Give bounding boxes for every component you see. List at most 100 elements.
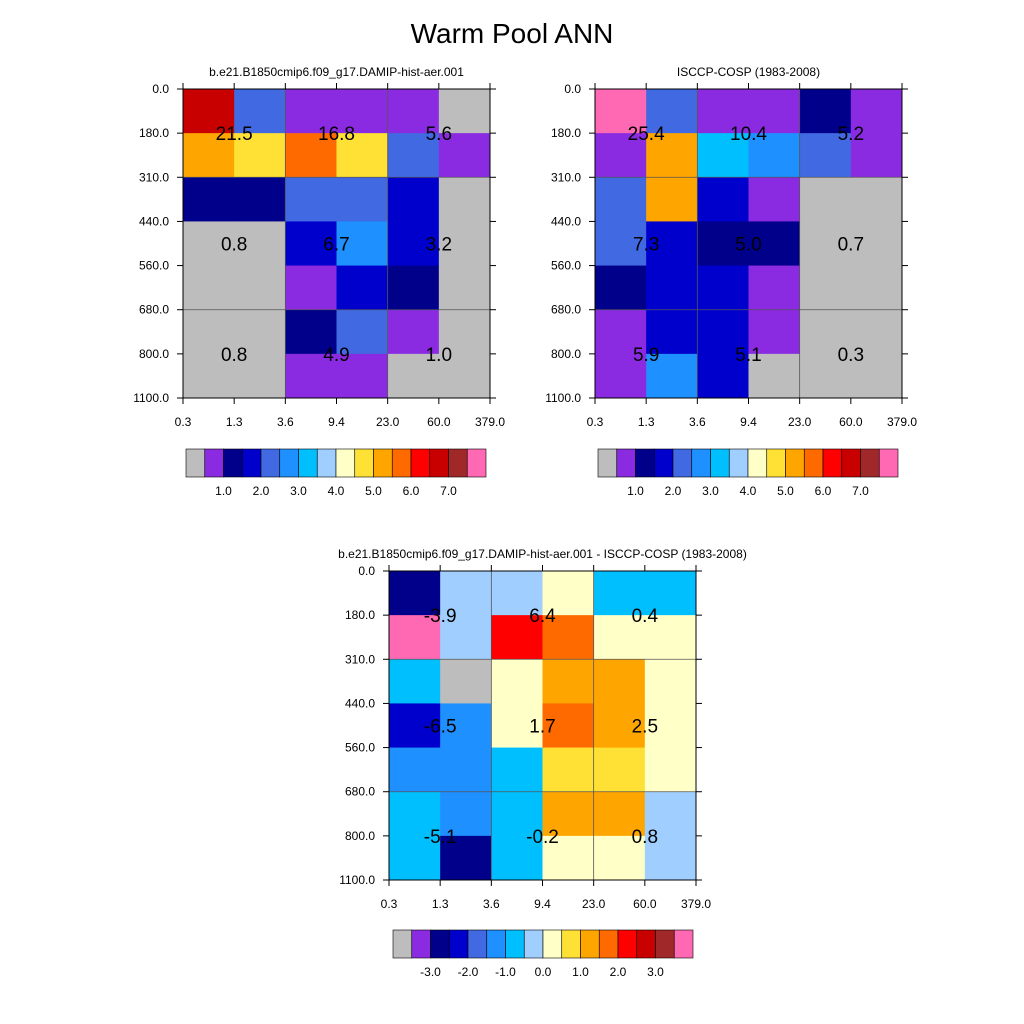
heatmap-cell bbox=[440, 659, 492, 704]
block-value-label: 0.8 bbox=[221, 345, 247, 366]
colorbar-swatch bbox=[747, 448, 768, 478]
colorbar-swatch bbox=[505, 929, 525, 959]
heatmap-cell bbox=[748, 353, 801, 399]
y-tick-label: 1100.0 bbox=[545, 391, 581, 405]
y-tick-label: 0.0 bbox=[564, 82, 581, 96]
heatmap-cell bbox=[491, 835, 543, 881]
colorbar-swatch bbox=[448, 448, 468, 478]
colorbar-swatch bbox=[430, 929, 450, 959]
colorbar-label: 1.0 bbox=[572, 965, 589, 979]
heatmap-cell bbox=[644, 791, 697, 837]
heatmap-cell bbox=[491, 703, 543, 749]
heatmap-cell bbox=[285, 265, 337, 311]
panel-title: b.e21.B1850cmip6.f09_g17.DAMIP-hist-aer.… bbox=[338, 547, 747, 561]
colorbar-label: -2.0 bbox=[458, 965, 479, 979]
block-value-label: -0.2 bbox=[526, 827, 559, 848]
block-value-label: 1.0 bbox=[426, 345, 452, 366]
heatmap-cell bbox=[748, 265, 801, 311]
heatmap-cell bbox=[646, 133, 698, 178]
colorbar-swatch bbox=[878, 448, 899, 478]
colorbar-swatch bbox=[617, 929, 638, 959]
panel-title: ISCCP-COSP (1983-2008) bbox=[677, 65, 820, 79]
heatmap-cell bbox=[438, 353, 491, 399]
colorbar-label: -3.0 bbox=[420, 965, 441, 979]
heatmap-cell bbox=[389, 791, 441, 837]
heatmap-cell bbox=[646, 353, 698, 399]
heatmap-cell bbox=[336, 133, 389, 178]
colorbar-swatch bbox=[260, 448, 281, 478]
panel-title: b.e21.B1850cmip6.f09_g17.DAMIP-hist-aer.… bbox=[209, 65, 464, 79]
heatmap-cell bbox=[646, 221, 698, 267]
heatmap-cell bbox=[697, 221, 749, 267]
heatmap-cell bbox=[234, 265, 286, 311]
colorbar-label: 6.0 bbox=[403, 484, 420, 498]
colorbar-label: 5.0 bbox=[365, 484, 382, 498]
heatmap-cell bbox=[234, 221, 286, 267]
block-value-label: 5.9 bbox=[633, 345, 659, 366]
heatmap-cell bbox=[595, 309, 647, 355]
x-tick-label: 23.0 bbox=[376, 415, 400, 429]
colorbar-swatch bbox=[223, 448, 243, 478]
heatmap-cell bbox=[491, 747, 543, 793]
y-tick-label: 800.0 bbox=[139, 347, 169, 361]
heatmap-cell bbox=[183, 221, 235, 267]
colorbar-label: 2.0 bbox=[610, 965, 627, 979]
heatmap-cell bbox=[336, 221, 389, 267]
x-tick-label: 23.0 bbox=[582, 897, 606, 911]
heatmap-cell bbox=[646, 309, 698, 355]
heatmap-cell bbox=[644, 659, 697, 704]
colorbar-label: 4.0 bbox=[328, 484, 345, 498]
colorbar-swatch bbox=[653, 448, 674, 478]
block-value-label: 10.4 bbox=[730, 124, 767, 145]
heatmap-cell bbox=[850, 353, 903, 399]
heatmap-cell bbox=[389, 747, 441, 793]
y-tick-label: 440.0 bbox=[139, 214, 169, 228]
y-tick-label: 180.0 bbox=[139, 126, 169, 140]
heatmap-cell bbox=[336, 265, 389, 311]
y-tick-label: 680.0 bbox=[345, 785, 375, 799]
x-tick-label: 1.3 bbox=[432, 897, 449, 911]
heatmap-cell bbox=[183, 89, 235, 134]
block-value-label: 5.0 bbox=[735, 235, 761, 256]
heatmap-cell bbox=[234, 89, 286, 134]
heatmap-cell bbox=[542, 747, 595, 793]
x-tick-label: 379.0 bbox=[475, 415, 505, 429]
heatmap-cell bbox=[799, 353, 852, 399]
y-tick-label: 310.0 bbox=[345, 652, 375, 666]
block-value-label: -3.9 bbox=[424, 606, 457, 627]
heatmap-cell bbox=[336, 177, 389, 222]
block-value-label: -5.1 bbox=[424, 827, 457, 848]
block-value-label: 25.4 bbox=[628, 124, 665, 145]
colorbar-label: 3.0 bbox=[290, 484, 307, 498]
heatmap-cell bbox=[850, 221, 903, 267]
colorbar-swatch bbox=[410, 448, 431, 478]
colorbar-swatch bbox=[523, 929, 544, 959]
heatmap-cell bbox=[491, 659, 543, 704]
colorbar-label: 2.0 bbox=[665, 484, 682, 498]
colorbar-swatch bbox=[316, 448, 337, 478]
colorbar-swatch bbox=[335, 448, 356, 478]
block-value-label: 7.3 bbox=[633, 235, 659, 256]
panel-model: b.e21.B1850cmip6.f09_g17.DAMIP-hist-aer.… bbox=[133, 65, 505, 498]
heatmap-cell bbox=[697, 177, 749, 222]
block-value-label: 1.7 bbox=[529, 717, 555, 738]
heatmap-cell bbox=[387, 353, 440, 399]
heatmap-cell bbox=[542, 615, 595, 660]
heatmap-cell bbox=[542, 835, 595, 881]
block-value-label: 5.6 bbox=[426, 124, 452, 145]
heatmap-cell bbox=[438, 89, 491, 134]
heatmap-cell bbox=[387, 89, 440, 134]
heatmap-cell bbox=[491, 791, 543, 837]
heatmap-cell bbox=[438, 265, 491, 311]
x-tick-label: 0.3 bbox=[381, 897, 398, 911]
colorbar-swatch bbox=[354, 448, 374, 478]
colorbar-label: 7.0 bbox=[852, 484, 869, 498]
heatmap-cell bbox=[491, 615, 543, 660]
heatmap-cell bbox=[183, 309, 235, 355]
heatmap-cell bbox=[438, 177, 491, 222]
heatmap-cell bbox=[183, 265, 235, 311]
heatmap-cell bbox=[593, 835, 646, 881]
colorbar-swatch bbox=[279, 448, 299, 478]
colorbar-swatch bbox=[466, 448, 487, 478]
